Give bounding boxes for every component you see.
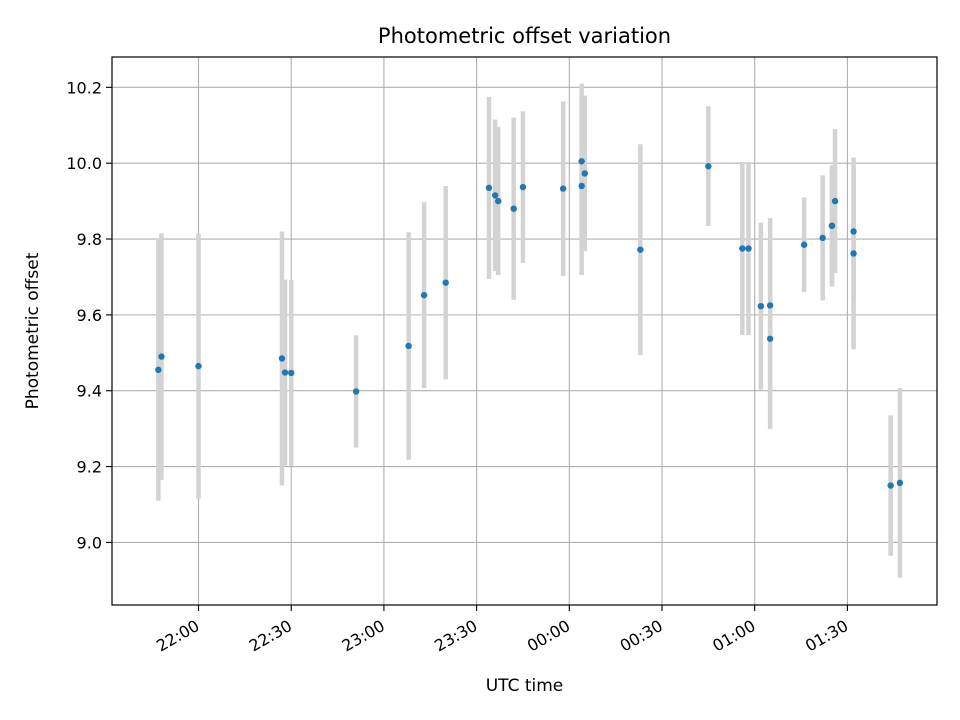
data-point — [495, 197, 502, 205]
y-tick-label: 9.6 — [77, 306, 102, 325]
y-tick-label: 10.2 — [66, 78, 102, 97]
data-point — [195, 362, 202, 370]
data-point — [559, 185, 567, 192]
data-point — [578, 158, 585, 165]
y-tick-label: 9.0 — [77, 533, 102, 552]
x-axis-label: UTC time — [486, 676, 564, 696]
data-point — [896, 479, 904, 487]
data-point — [581, 170, 588, 177]
data-point — [158, 353, 165, 360]
data-point — [831, 197, 839, 205]
y-axis-ticks: 9.0 9.2 9.4 9.6 9.8 10.0 10.2 — [66, 78, 112, 552]
data-point — [766, 335, 774, 342]
plot-frame — [111, 56, 938, 606]
data-point — [800, 241, 808, 248]
data-point — [288, 369, 295, 377]
data-point — [491, 192, 499, 199]
data-point — [352, 388, 360, 395]
data-point — [510, 205, 517, 212]
y-tick-label: 9.8 — [77, 230, 102, 249]
data-point — [850, 250, 857, 257]
data-point — [442, 279, 449, 286]
data-point — [278, 355, 286, 362]
data-point — [485, 184, 493, 192]
y-axis-label: Photometric offset — [23, 252, 43, 409]
data-point — [887, 482, 894, 489]
data-point — [766, 302, 774, 309]
data-point — [745, 245, 752, 252]
data-point — [155, 366, 162, 374]
data-point — [828, 222, 836, 229]
data-point — [637, 246, 644, 253]
y-tick-label: 10.0 — [66, 154, 102, 173]
data-point — [281, 369, 289, 376]
y-tick-label: 9.2 — [77, 458, 102, 477]
data-point — [739, 245, 746, 252]
data-point — [757, 302, 765, 310]
data-point — [850, 228, 857, 235]
data-point — [420, 291, 428, 299]
chart-title: Photometric offset variation — [378, 24, 671, 48]
data-point — [405, 342, 412, 350]
data-point — [519, 183, 527, 191]
data-point — [819, 234, 826, 242]
data-point — [578, 182, 585, 190]
y-tick-label: 9.4 — [77, 382, 102, 401]
data-point — [705, 163, 712, 170]
data-points — [155, 158, 904, 489]
